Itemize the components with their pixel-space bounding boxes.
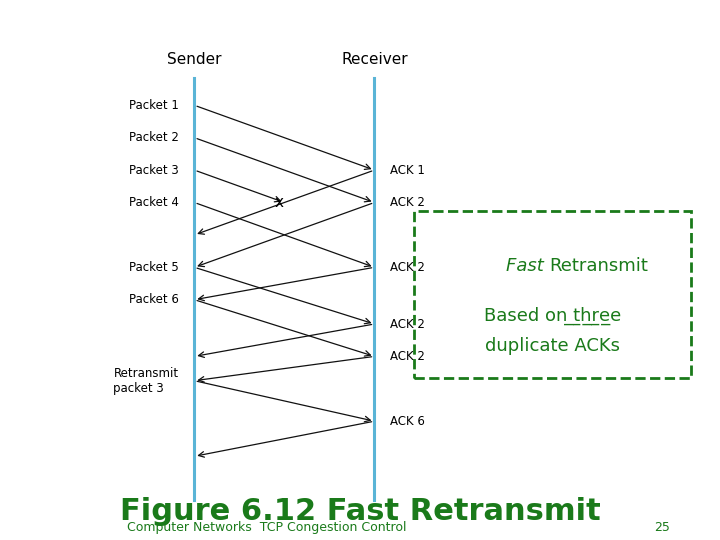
Text: Based on ̲t̲h̲r̲e̲e: Based on ̲t̲h̲r̲e̲e: [484, 307, 621, 325]
Text: x: x: [275, 195, 284, 210]
Text: Packet 5: Packet 5: [129, 261, 179, 274]
Text: Packet 2: Packet 2: [129, 131, 179, 144]
Text: ACK 1: ACK 1: [390, 164, 425, 177]
Text: Receiver: Receiver: [341, 52, 408, 68]
Text: Packet 6: Packet 6: [129, 293, 179, 306]
Text: Retransmit: Retransmit: [549, 256, 648, 275]
Text: Packet 1: Packet 1: [129, 99, 179, 112]
Text: Fast: Fast: [505, 256, 549, 275]
Text: Sender: Sender: [167, 52, 222, 68]
Text: ACK 6: ACK 6: [390, 415, 425, 428]
Text: ACK 2: ACK 2: [390, 261, 425, 274]
Text: Figure 6.12 Fast Retransmit: Figure 6.12 Fast Retransmit: [120, 497, 600, 526]
Text: Computer Networks  TCP Congestion Control: Computer Networks TCP Congestion Control: [127, 521, 406, 534]
Text: Retransmit
packet 3: Retransmit packet 3: [114, 367, 179, 395]
Text: Packet 3: Packet 3: [129, 164, 179, 177]
Text: ACK 2: ACK 2: [390, 350, 425, 363]
Text: ACK 2: ACK 2: [390, 196, 425, 209]
Text: Packet 4: Packet 4: [129, 196, 179, 209]
Text: duplicate ACKs: duplicate ACKs: [485, 336, 620, 355]
Text: 25: 25: [654, 521, 670, 534]
Text: ACK 2: ACK 2: [390, 318, 425, 330]
